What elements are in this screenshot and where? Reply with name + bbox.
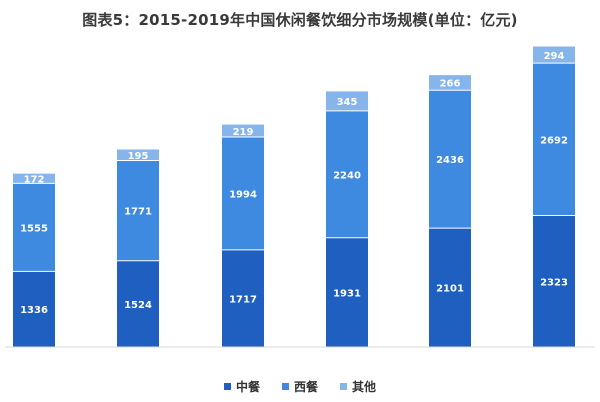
legend: 中餐 西餐 其他 bbox=[0, 378, 600, 395]
data-label-western-3: 2240 bbox=[333, 170, 361, 181]
data-label-chinese-4: 2101 bbox=[436, 284, 464, 295]
legend-label-chinese: 中餐 bbox=[235, 380, 260, 394]
data-label-chinese-5: 2323 bbox=[540, 277, 568, 288]
legend-item-other: 其他 bbox=[340, 378, 376, 395]
bar-other-4 bbox=[429, 75, 471, 91]
legend-swatch-other bbox=[340, 383, 347, 390]
bar-western-2 bbox=[222, 136, 264, 250]
chart-title: 图表5：2015-2019年中国休闲餐饮细分市场规模(单位：亿元) bbox=[82, 11, 518, 29]
data-label-chinese-3: 1931 bbox=[333, 288, 361, 299]
legend-swatch-western bbox=[281, 383, 289, 390]
legend-label-other: 其他 bbox=[352, 380, 377, 394]
data-label-western-2: 1994 bbox=[229, 189, 257, 200]
data-label-chinese-1: 1524 bbox=[124, 300, 152, 311]
data-label-other-3: 345 bbox=[337, 97, 358, 108]
bar-other-5 bbox=[533, 46, 575, 64]
data-label-other-5: 294 bbox=[544, 51, 565, 62]
data-label-chinese-2: 1717 bbox=[229, 294, 257, 305]
bar-western-3 bbox=[326, 110, 368, 238]
data-label-western-0: 1555 bbox=[20, 223, 48, 234]
data-label-western-1: 1771 bbox=[124, 207, 152, 218]
data-label-other-2: 219 bbox=[233, 127, 254, 138]
bar-chinese-5 bbox=[533, 215, 575, 347]
data-label-other-4: 266 bbox=[440, 79, 461, 90]
bar-western-0 bbox=[13, 183, 55, 272]
data-label-western-4: 2436 bbox=[436, 155, 464, 166]
legend-item-chinese: 中餐 bbox=[223, 378, 260, 395]
bar-western-5 bbox=[533, 63, 575, 216]
bar-western-4 bbox=[429, 90, 471, 229]
legend-item-western: 西餐 bbox=[281, 378, 318, 395]
bars-group: 1336 1555 172 1524 1771 195 1717 1994 219 1931 224… bbox=[13, 46, 575, 347]
bar-chinese-2 bbox=[222, 249, 264, 347]
bar-other-0 bbox=[13, 173, 55, 184]
legend-swatch-chinese bbox=[223, 383, 231, 390]
bar-western-1 bbox=[117, 160, 159, 261]
bar-chinese-4 bbox=[429, 228, 471, 347]
data-label-western-5: 2692 bbox=[540, 135, 568, 146]
bar-other-1 bbox=[117, 149, 159, 161]
legend-label-western: 西餐 bbox=[293, 380, 318, 394]
bar-chinese-1 bbox=[117, 260, 159, 347]
bar-chinese-3 bbox=[326, 237, 368, 347]
data-label-other-1: 195 bbox=[128, 151, 149, 162]
bar-other-3 bbox=[326, 91, 368, 111]
bar-other-2 bbox=[222, 124, 264, 137]
data-label-chinese-0: 1336 bbox=[20, 305, 48, 316]
data-label-other-0: 172 bbox=[24, 175, 45, 186]
bar-chinese-0 bbox=[13, 271, 55, 347]
